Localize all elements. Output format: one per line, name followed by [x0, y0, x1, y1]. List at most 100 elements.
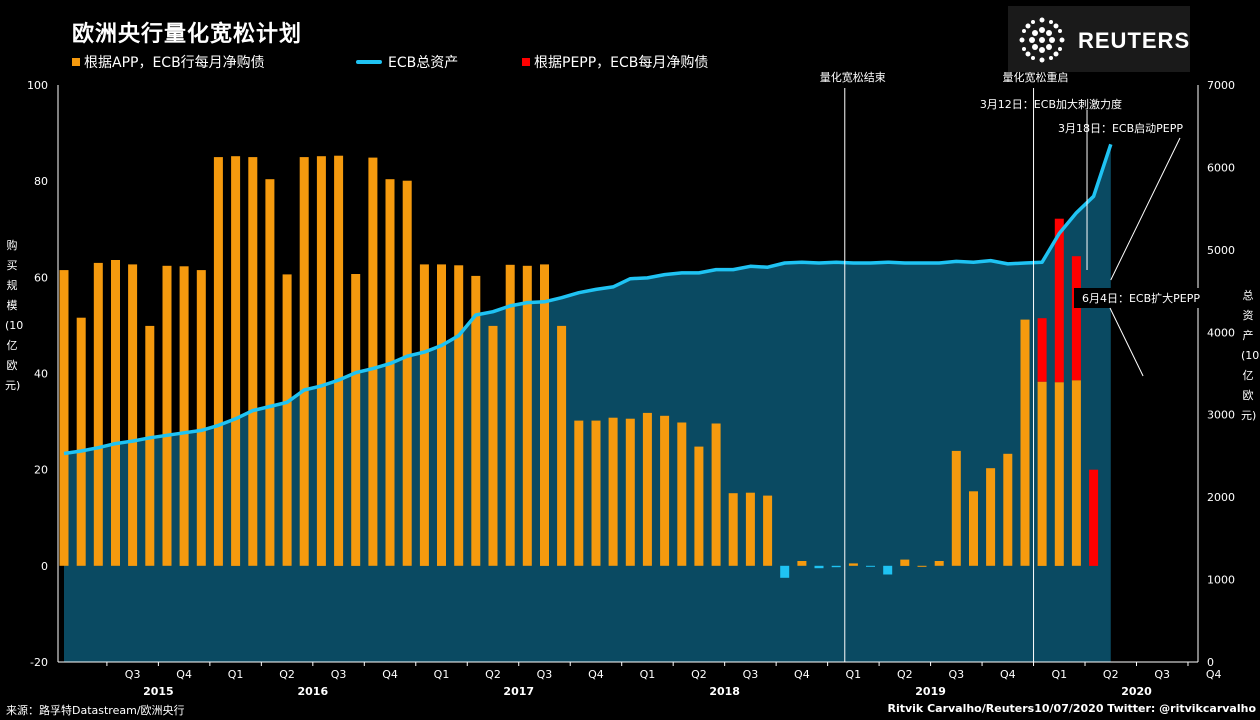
- app-bar: [111, 260, 120, 566]
- app-bar: [128, 264, 138, 566]
- app-bar: [316, 156, 326, 566]
- quarter-label: Q4: [1000, 668, 1016, 681]
- legend-assets-swatch: [356, 60, 382, 64]
- app-bar: [419, 264, 429, 566]
- chart-title: 欧洲央行量化宽松计划: [72, 22, 303, 47]
- app-bar: [1003, 453, 1013, 566]
- right-tick-label: 5000: [1207, 244, 1235, 257]
- annotation-label: 3月18日：ECB启动PEPP: [1058, 122, 1183, 135]
- axis-label-char: 元): [1241, 409, 1257, 422]
- app-bar: [454, 265, 464, 566]
- annotation-label: 6月4日：ECB扩大PEPP: [1082, 291, 1200, 305]
- quarter-label: Q3: [537, 668, 553, 681]
- quarter-label: Q3: [948, 668, 964, 681]
- quarter-label: Q2: [485, 668, 501, 681]
- right-tick-label: 4000: [1207, 326, 1235, 339]
- app-bar: [986, 468, 996, 566]
- app-bar: [557, 325, 567, 566]
- left-tick-label: 20: [34, 464, 48, 477]
- year-label: 2019: [915, 685, 946, 698]
- event-label: 量化宽松结束: [820, 70, 886, 84]
- app-bar: [625, 418, 635, 566]
- annotation-box: [1074, 288, 1202, 308]
- quarter-label: Q3: [743, 668, 759, 681]
- axis-label-char: 购: [6, 239, 18, 252]
- app-bar: [93, 262, 103, 566]
- credit-note: Ritvik Carvalho/Reuters10/07/2020 Twitte…: [887, 702, 1256, 715]
- app-bar: [265, 179, 275, 566]
- app-bar: [900, 559, 910, 566]
- legend-pepp: 根据PEPP，ECB每月净购债: [522, 52, 708, 72]
- app-bar: [282, 274, 292, 566]
- app-bar: [694, 446, 704, 566]
- axis-label-char: (10: [5, 319, 24, 332]
- app-bar: [969, 491, 978, 566]
- quarter-label: Q3: [125, 668, 141, 681]
- app-bar: [334, 155, 344, 566]
- reuters-logo-text: REUTERS: [1078, 28, 1191, 53]
- app-bar: [231, 156, 241, 566]
- app-bar: [917, 565, 927, 567]
- app-bar: [1037, 381, 1047, 566]
- year-label: 2020: [1121, 685, 1152, 698]
- annotation-line: [1109, 307, 1144, 377]
- source-note: 来源：路孚特Datastream/欧洲央行: [6, 704, 185, 717]
- right-tick-label: 7000: [1207, 79, 1235, 92]
- app-bar: [248, 157, 258, 566]
- legend-pepp-label: 根据PEPP，ECB每月净购债: [534, 55, 709, 71]
- quarter-label: Q2: [279, 668, 295, 681]
- app-bar: [814, 565, 824, 569]
- quarter-label: Q1: [228, 668, 244, 681]
- right-tick-label: 3000: [1207, 409, 1235, 422]
- left-tick-label: -20: [30, 656, 48, 669]
- app-bar: [145, 325, 155, 566]
- app-bar: [488, 325, 498, 566]
- quarter-label: Q3: [331, 668, 347, 681]
- left-tick-label: 0: [41, 560, 48, 573]
- app-bar: [299, 157, 309, 566]
- app-bar: [351, 274, 361, 566]
- app-bar: [1020, 319, 1030, 566]
- axis-label-char: 欧: [1242, 389, 1254, 402]
- right-tick-label: 1000: [1207, 574, 1235, 587]
- legend-pepp-swatch: [522, 58, 530, 66]
- app-bar: [1054, 382, 1064, 566]
- app-bar: [402, 180, 412, 566]
- axis-label-char: 产: [1242, 329, 1254, 342]
- quarter-label: Q1: [1051, 668, 1067, 681]
- axis-label-char: 总: [1242, 289, 1254, 302]
- quarter-label: Q2: [897, 668, 913, 681]
- pepp-bar: [1071, 256, 1081, 381]
- right-tick-label: 6000: [1207, 161, 1235, 174]
- pepp-bar: [1037, 318, 1047, 382]
- app-bar: [368, 157, 378, 566]
- app-bar: [745, 492, 755, 566]
- axis-label-char: 亿: [1242, 369, 1254, 382]
- left-tick-label: 100: [27, 79, 48, 92]
- app-bar: [951, 450, 961, 566]
- event-label: 量化宽松重启: [1003, 70, 1069, 84]
- app-bar: [728, 493, 738, 566]
- pepp-bar: [1089, 469, 1099, 566]
- app-bar: [213, 157, 223, 566]
- reuters-logo: REUTERS: [1008, 6, 1190, 72]
- total-assets-line: [63, 143, 1113, 456]
- quarter-label: Q4: [794, 668, 810, 681]
- app-bar: [196, 270, 206, 566]
- app-bar: [780, 565, 790, 578]
- pepp-bar: [1054, 218, 1064, 383]
- legend-app: 根据APP，ECB行每月净购债: [72, 52, 265, 72]
- app-bar: [540, 264, 549, 566]
- left-tick-label: 60: [34, 271, 48, 284]
- axis-label-char: 元): [5, 379, 21, 392]
- year-label: 2016: [298, 685, 329, 698]
- app-bar: [1071, 380, 1081, 566]
- app-bar: [385, 179, 395, 566]
- quarter-label: Q1: [434, 668, 450, 681]
- quarter-label: Q1: [846, 668, 862, 681]
- legend-app-label: 根据APP，ECB行每月净购债: [84, 55, 265, 71]
- app-bar: [866, 565, 875, 567]
- legend-assets: ECB总资产: [356, 52, 458, 72]
- year-label: 2017: [503, 685, 534, 698]
- quarter-label: Q1: [640, 668, 656, 681]
